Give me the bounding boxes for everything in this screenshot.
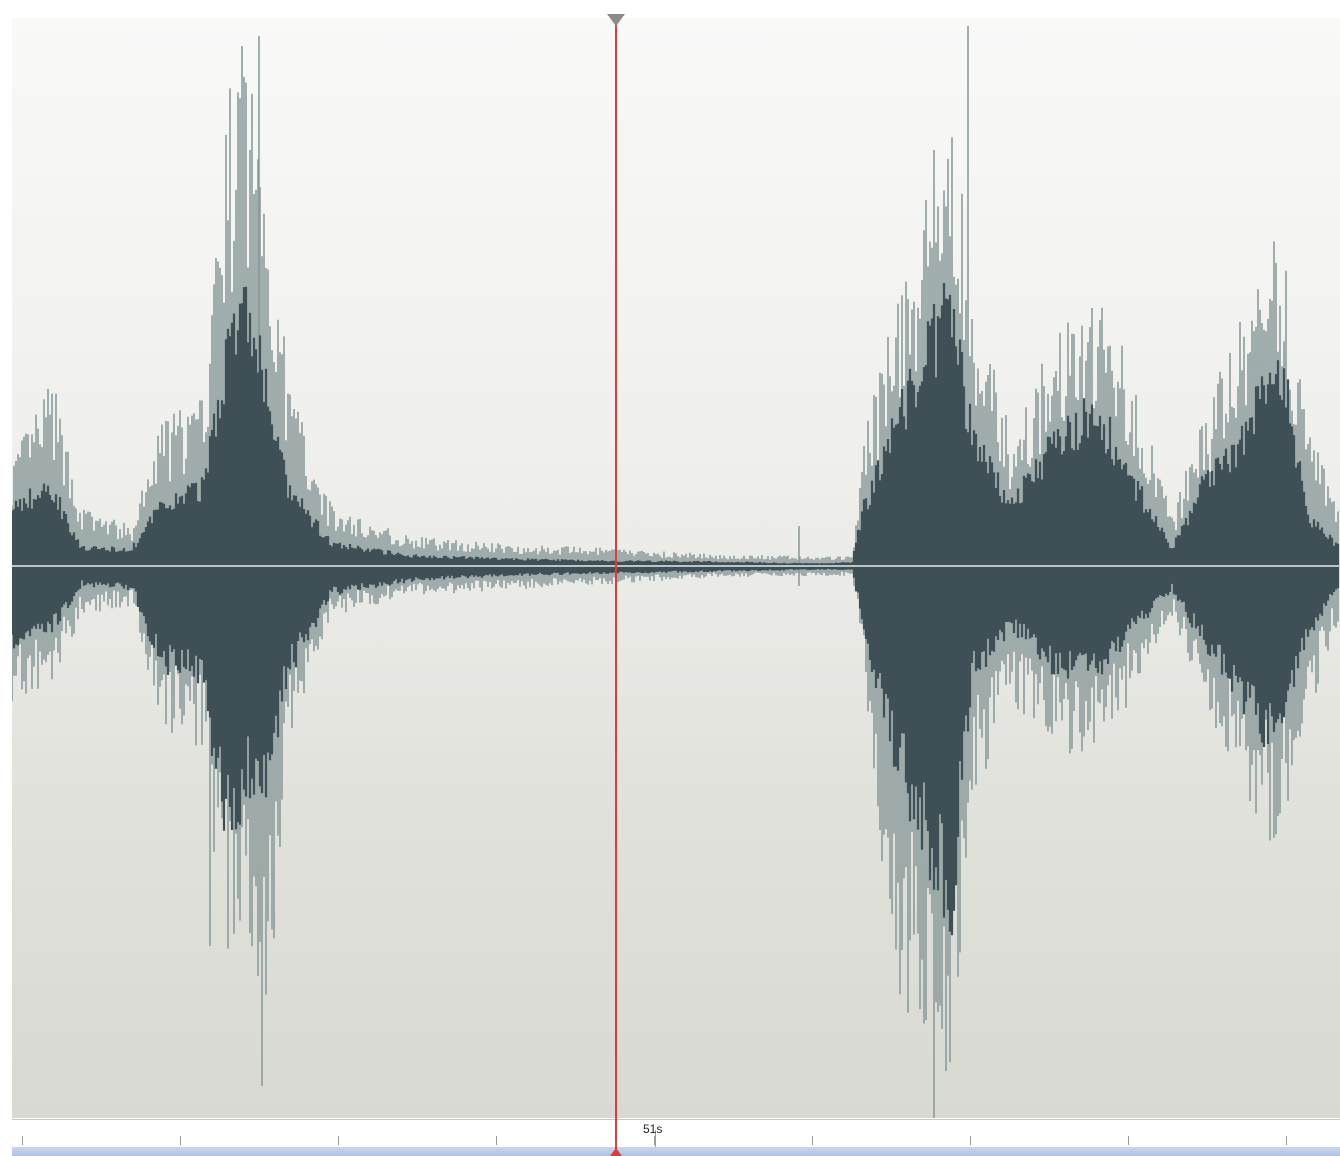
ruler-tick — [22, 1136, 23, 1145]
playhead-handle-icon[interactable] — [607, 14, 625, 26]
ruler-tick — [812, 1136, 813, 1145]
ruler-tick — [338, 1136, 339, 1145]
ruler-tick — [654, 1136, 655, 1145]
ruler-tick — [970, 1136, 971, 1145]
timeline-ruler[interactable]: 51s — [12, 1119, 1340, 1156]
waveform-view[interactable] — [12, 18, 1340, 1118]
ruler-tick — [1286, 1136, 1287, 1145]
playhead-cursor[interactable] — [615, 18, 617, 1154]
waveform-body-lines — [12, 283, 1340, 936]
time-label: 51s — [643, 1122, 663, 1136]
waveform — [12, 26, 1340, 1118]
playhead-marker-icon[interactable] — [610, 1148, 622, 1156]
time-label-tick — [655, 1130, 656, 1147]
waveform-body — [12, 283, 1340, 936]
ruler-tick — [180, 1136, 181, 1145]
ruler-tick — [1128, 1136, 1129, 1145]
ruler-bar[interactable] — [12, 1147, 1340, 1156]
ruler-tick — [496, 1136, 497, 1145]
